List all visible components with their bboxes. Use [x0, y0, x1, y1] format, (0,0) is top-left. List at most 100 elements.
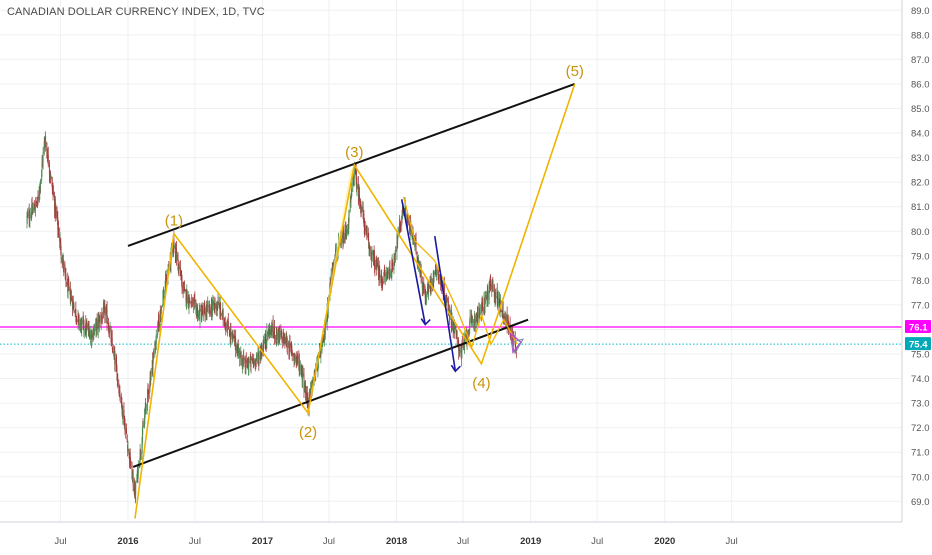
candle-body: [374, 265, 376, 270]
candle-body: [152, 360, 154, 370]
candle-body: [243, 357, 245, 360]
candle-body: [279, 331, 281, 337]
wave-label: (1): [165, 213, 183, 230]
y-tick-label: 77.0: [911, 300, 930, 311]
candle-body: [195, 302, 197, 307]
candle-body: [349, 201, 351, 209]
candle-body: [250, 359, 252, 361]
candle-body: [395, 250, 396, 256]
candle-body: [278, 330, 280, 340]
x-tick-label: Jul: [591, 536, 603, 547]
candle-body: [305, 385, 306, 394]
candle-body: [193, 301, 195, 303]
candle-body: [183, 290, 184, 293]
candle-body: [220, 303, 222, 313]
candle-body: [291, 347, 293, 351]
candle-body: [72, 301, 74, 304]
candle-body: [126, 427, 127, 435]
candle-body: [347, 226, 349, 234]
candle-body: [245, 360, 247, 363]
candle-body: [348, 216, 350, 229]
x-tick-label: 2020: [654, 536, 675, 547]
candle-body: [55, 207, 57, 212]
x-tick-label: Jul: [457, 536, 469, 547]
x-tick-label: 2018: [386, 536, 407, 547]
price-label-text: 76.1: [909, 322, 928, 333]
candle-body: [86, 324, 88, 327]
candle-body: [145, 407, 147, 409]
candle-body: [83, 330, 85, 332]
candle-body: [227, 321, 229, 330]
candle-body: [342, 237, 344, 246]
candle-body: [206, 307, 208, 314]
candle-body: [294, 354, 296, 359]
candle-body: [281, 332, 283, 337]
pattern-marker: [510, 338, 525, 355]
candle-body: [150, 369, 152, 378]
candle-body: [369, 246, 371, 250]
candle-body: [191, 298, 193, 307]
candle-body: [493, 285, 495, 297]
wave-label: (2): [299, 424, 317, 441]
candle-body: [394, 259, 396, 261]
candle-body: [356, 185, 358, 190]
candle-body: [130, 464, 132, 466]
candle-body: [207, 305, 209, 308]
candle-body: [174, 246, 176, 257]
candle-body: [348, 210, 350, 216]
wave-label: (3): [345, 144, 363, 161]
candle-body: [117, 374, 119, 382]
candle-body: [487, 298, 489, 301]
candle-body: [166, 277, 168, 285]
candle-body: [46, 142, 48, 151]
candle-body: [83, 320, 85, 330]
y-tick-label: 75.0: [911, 350, 930, 361]
elliott-subwave-path: [402, 196, 518, 349]
candle-body: [155, 334, 157, 344]
candle-body: [119, 397, 121, 399]
candle-body: [142, 426, 144, 435]
candle-body: [88, 330, 90, 339]
candle-body: [495, 296, 497, 298]
candle-body: [441, 284, 443, 292]
candle-body: [515, 345, 517, 347]
candle-body: [480, 304, 482, 314]
candle-body: [124, 429, 126, 433]
candle-body: [248, 362, 250, 367]
candle-body: [184, 287, 186, 289]
candle-body: [230, 328, 232, 336]
candle-body: [489, 281, 491, 289]
candle-body: [156, 334, 158, 336]
candle-body: [341, 238, 342, 241]
candle-body: [271, 324, 273, 337]
candle-body: [126, 440, 128, 443]
projection-arrow-head: [420, 318, 431, 326]
y-tick-label: 79.0: [911, 251, 930, 262]
candle-body: [239, 352, 241, 358]
candle-body: [42, 152, 44, 162]
y-tick-label: 72.0: [911, 423, 930, 434]
candle-body: [99, 318, 101, 320]
candle-body: [378, 265, 380, 280]
candle-body: [510, 327, 512, 336]
candle-body: [474, 316, 476, 324]
candle-body: [70, 297, 72, 301]
candle-body: [268, 329, 270, 335]
candle-body: [415, 240, 417, 253]
candle-body: [454, 327, 456, 332]
candle-body: [185, 290, 187, 302]
candle-body: [343, 230, 345, 243]
candle-body: [97, 319, 99, 330]
y-tick-label: 83.0: [911, 153, 930, 164]
candle-body: [186, 291, 188, 304]
candle-body: [478, 307, 480, 309]
y-tick-label: 74.0: [911, 374, 930, 385]
wave-label: (5): [566, 63, 584, 80]
candle-body: [238, 348, 240, 352]
candle-body: [192, 302, 194, 306]
candle-body: [420, 270, 422, 283]
candle-body: [137, 465, 139, 476]
candle-body: [405, 215, 407, 217]
candle-body: [287, 346, 288, 348]
